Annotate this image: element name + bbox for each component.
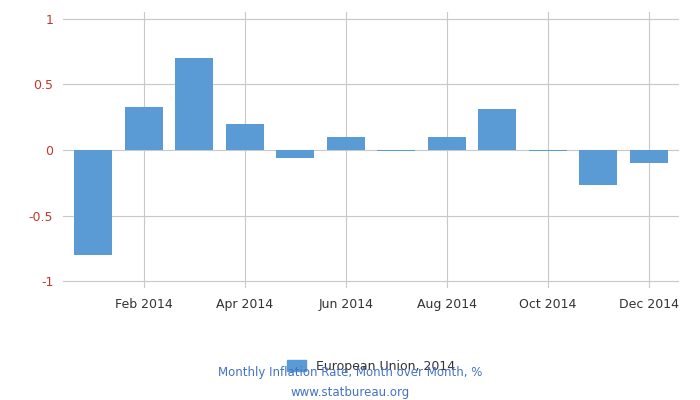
Bar (478, 109, 516, 150)
Bar (74, 150, 112, 255)
Bar (125, 107, 162, 150)
Bar (580, 150, 617, 186)
Text: Monthly Inflation Rate, Month over Month, %: Monthly Inflation Rate, Month over Month… (218, 366, 482, 379)
Bar (428, 137, 466, 150)
Text: www.statbureau.org: www.statbureau.org (290, 386, 410, 399)
Bar (630, 150, 668, 163)
Legend: European Union, 2014: European Union, 2014 (282, 355, 460, 378)
Bar (528, 150, 567, 151)
Bar (377, 150, 415, 151)
Bar (175, 58, 214, 150)
Bar (226, 124, 264, 150)
Bar (276, 150, 314, 158)
Bar (327, 137, 365, 150)
